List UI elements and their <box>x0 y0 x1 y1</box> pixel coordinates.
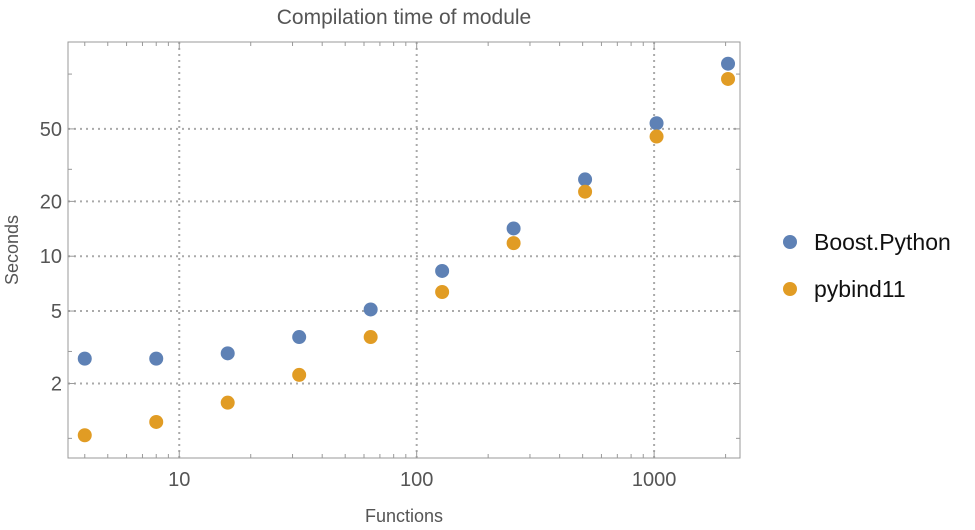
legend-label: pybind11 <box>814 276 906 302</box>
data-point <box>220 395 235 410</box>
data-point <box>363 302 378 317</box>
y-axis-label: Seconds <box>2 215 22 285</box>
x-tick-label: 10 <box>168 469 190 491</box>
y-tick-label: 5 <box>51 301 62 323</box>
data-point <box>149 414 164 429</box>
y-tick-label: 50 <box>40 119 62 141</box>
data-point <box>649 129 664 144</box>
chart-title: Compilation time of module <box>277 6 531 29</box>
y-tick-labels: 2 5 10 20 50 <box>40 119 62 396</box>
data-point <box>578 184 593 199</box>
data-point <box>77 351 92 366</box>
y-tick-label: 10 <box>40 246 62 268</box>
y-tick-label: 2 <box>51 374 62 396</box>
plot-frame <box>67 41 741 459</box>
legend-marker <box>783 235 797 249</box>
legend-label: Boost.Python <box>814 229 951 255</box>
data-point <box>578 172 593 187</box>
grid <box>68 42 740 458</box>
legend-marker <box>783 282 797 296</box>
data-point <box>77 428 92 443</box>
data-point <box>721 71 736 86</box>
axis-ticks <box>68 42 740 458</box>
data-point <box>506 236 521 251</box>
x-axis-label: Functions <box>365 506 443 525</box>
legend: Boost.Python pybind11 <box>783 229 951 302</box>
data-points <box>77 56 736 443</box>
data-point <box>149 351 164 366</box>
x-tick-label: 1000 <box>632 469 677 491</box>
data-point <box>435 263 450 278</box>
data-point <box>292 367 307 382</box>
data-point <box>435 285 450 300</box>
data-point <box>363 330 378 345</box>
data-point <box>220 346 235 361</box>
x-tick-label: 100 <box>400 469 433 491</box>
x-tick-labels: 10 100 1000 <box>168 469 676 491</box>
data-point <box>649 116 664 131</box>
data-point <box>721 56 736 71</box>
data-point <box>506 221 521 236</box>
y-tick-label: 20 <box>40 191 62 213</box>
data-point <box>292 330 307 345</box>
